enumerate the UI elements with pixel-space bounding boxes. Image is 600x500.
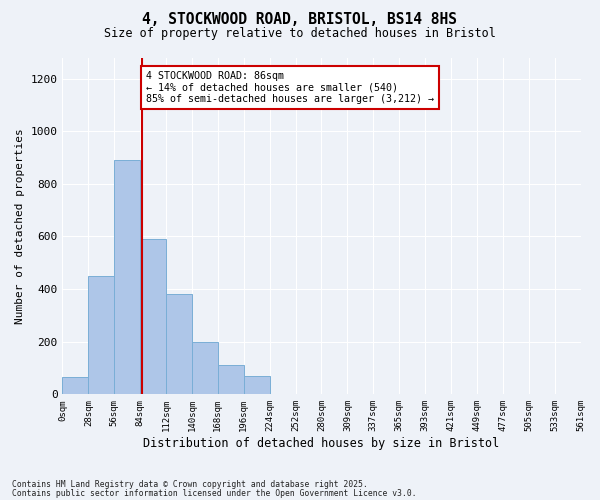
Bar bbox=[88, 276, 114, 394]
Text: Contains HM Land Registry data © Crown copyright and database right 2025.: Contains HM Land Registry data © Crown c… bbox=[12, 480, 368, 489]
Bar bbox=[62, 377, 88, 394]
Bar bbox=[166, 294, 192, 394]
Bar bbox=[140, 239, 166, 394]
Bar bbox=[114, 160, 140, 394]
Bar bbox=[218, 366, 244, 394]
Bar bbox=[244, 376, 269, 394]
Text: Contains public sector information licensed under the Open Government Licence v3: Contains public sector information licen… bbox=[12, 489, 416, 498]
X-axis label: Distribution of detached houses by size in Bristol: Distribution of detached houses by size … bbox=[143, 437, 500, 450]
Bar bbox=[192, 342, 218, 394]
Text: 4, STOCKWOOD ROAD, BRISTOL, BS14 8HS: 4, STOCKWOOD ROAD, BRISTOL, BS14 8HS bbox=[143, 12, 458, 28]
Text: Size of property relative to detached houses in Bristol: Size of property relative to detached ho… bbox=[104, 28, 496, 40]
Text: 4 STOCKWOOD ROAD: 86sqm
← 14% of detached houses are smaller (540)
85% of semi-d: 4 STOCKWOOD ROAD: 86sqm ← 14% of detache… bbox=[146, 70, 434, 104]
Y-axis label: Number of detached properties: Number of detached properties bbox=[15, 128, 25, 324]
